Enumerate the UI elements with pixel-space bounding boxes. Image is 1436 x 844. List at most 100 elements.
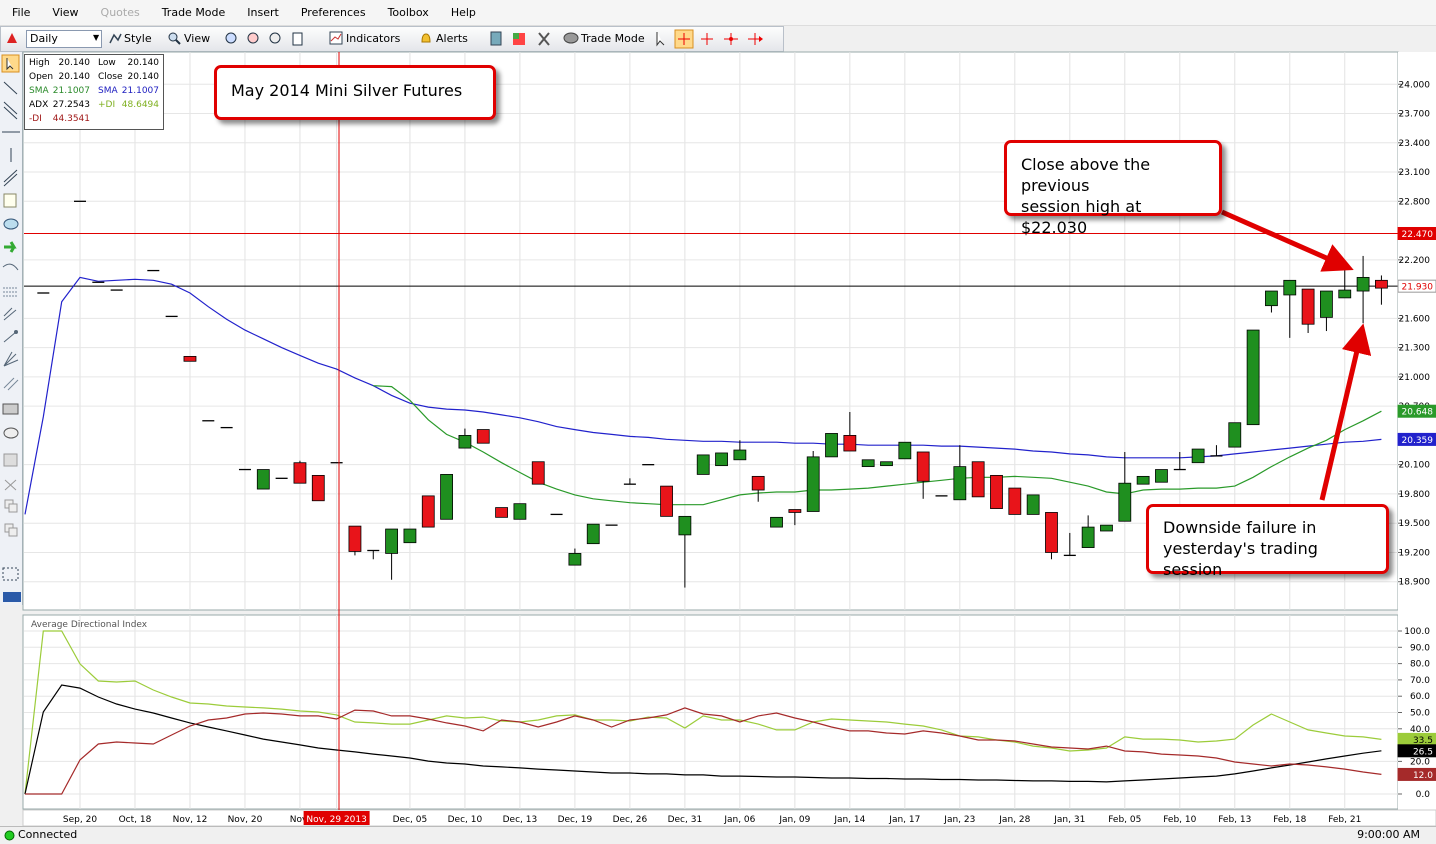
tool-icons[interactable] [0,52,22,605]
alerts-icon [421,33,431,43]
cursor-tools[interactable] [651,29,779,49]
x-tick-label: Feb, 05 [1108,815,1141,825]
candle-body [1375,279,1388,289]
candle-body [586,523,600,545]
x-tick-label: Nov, 12 [173,815,208,825]
candle-body [1045,512,1058,553]
candle-body [311,474,325,502]
x-tick-label: Oct, 18 [119,815,152,825]
menu-item[interactable]: File [12,6,31,19]
y-tick-label: 19.500 [1399,519,1431,529]
y-tick-label: 24.000 [1399,80,1431,90]
field-value: 20.140 [127,58,160,68]
menu-item[interactable]: Help [450,6,476,19]
field-value: 20.140 [127,72,160,82]
field-label: High [29,58,50,68]
y-tick-label: 20.0 [1410,757,1430,767]
candle-body [1338,289,1352,299]
y-tick-label: 80.0 [1410,660,1430,670]
style-button[interactable]: Style [124,32,152,45]
field-value: 48.6494 [121,100,159,110]
reference-box [1397,226,1436,240]
data-field: +DI 48.6494 [94,99,163,113]
field-label: +DI [98,100,116,110]
zoom-icons[interactable] [223,30,303,48]
menu-item[interactable]: Toolbox [387,6,429,19]
view-button[interactable]: View [184,32,211,45]
y-tick-label: 19.800 [1399,490,1431,500]
series-line [24,630,1382,795]
y-tick-label: 70.0 [1410,676,1430,686]
callout: Close above the previous session high at … [1004,140,1222,237]
indicators-button[interactable]: Indicators [346,32,401,45]
field-label: SMA [98,86,118,96]
menu-bar: File View Quotes Trade Mode Insert Preference… [0,0,1436,26]
x-tick-label: Dec, 19 [558,815,593,825]
y-tick-label: 21.000 [1399,373,1431,383]
data-field: Close 20.140 [94,71,163,85]
data-field: Open 20.140 [25,71,94,85]
adx-title: Average Directional Index [31,620,148,630]
field-value: 21.1007 [52,86,90,96]
x-tick-label: Dec, 26 [613,815,648,825]
x-tick-label: Feb, 10 [1163,815,1196,825]
x-tick-label: Dec, 31 [668,815,703,825]
candle-body [440,474,453,520]
candle-body [880,461,893,467]
x-tick-label: Feb, 13 [1218,815,1251,825]
menu-item[interactable]: View [52,6,79,19]
y-tick-label: 100.0 [1404,627,1430,637]
field-label: Open [29,72,54,82]
series-line [24,684,1382,795]
candle-body [1100,524,1113,532]
field-value: 44.3541 [52,114,90,124]
series-line [24,276,1382,515]
menu-item[interactable]: Preferences [300,6,366,19]
data-field: SMA 21.1007 [94,85,163,99]
candle-body [385,528,399,554]
y-tick-label: 21.300 [1399,344,1431,354]
toolbar-icons[interactable] [489,30,559,48]
candle-body [1283,279,1297,296]
end-value-box [1397,432,1436,446]
candle-body [1118,482,1132,522]
end-value-label: 33.5 [1413,736,1433,746]
candle-body [568,553,582,566]
x-tick-label: Nov, 20 [228,815,263,825]
candle-body [1191,448,1205,464]
candle-body [715,452,728,467]
menu-item[interactable]: Quotes [100,6,140,19]
menu-item[interactable]: Insert [247,6,279,19]
x-tick-label: Jan, 09 [778,815,810,825]
tool-icon[interactable] [4,30,20,46]
field-value: 20.140 [58,58,91,68]
period-dropdown[interactable] [26,30,102,48]
period-label[interactable]: Daily [30,32,58,45]
candle-body [1265,290,1278,307]
trade-mode-button[interactable]: Trade Mode [581,32,645,45]
candle-body [256,469,270,490]
candle-body [458,435,472,449]
end-value-label: 20.359 [1402,436,1434,446]
candle-body [1246,329,1260,426]
indicators-icon [329,31,343,45]
menu-item[interactable]: Trade Mode [161,6,226,19]
y-tick-label: 40.0 [1410,725,1430,735]
callout: Downside failure in yesterday's trading s… [1146,504,1389,579]
candle-body [898,441,912,460]
y-tick-label: 23.100 [1399,168,1431,178]
candle-body [421,495,435,528]
y-tick-label: 21.600 [1399,314,1431,324]
candle-body [990,474,1003,509]
end-value-label: 26.5 [1413,747,1433,757]
data-field: -DI 44.3541 [25,113,94,127]
callout-text: May 2014 Mini Silver Futures [231,81,463,100]
callout-text: Downside failure in [1163,518,1317,537]
candle-body [971,461,985,498]
connection-icon [4,830,15,841]
alerts-button[interactable]: Alerts [436,32,468,45]
x-tick-label: Jan, 31 [1053,815,1085,825]
callout-text: session high at $22.030 [1021,197,1142,237]
candle-body [1320,290,1333,318]
